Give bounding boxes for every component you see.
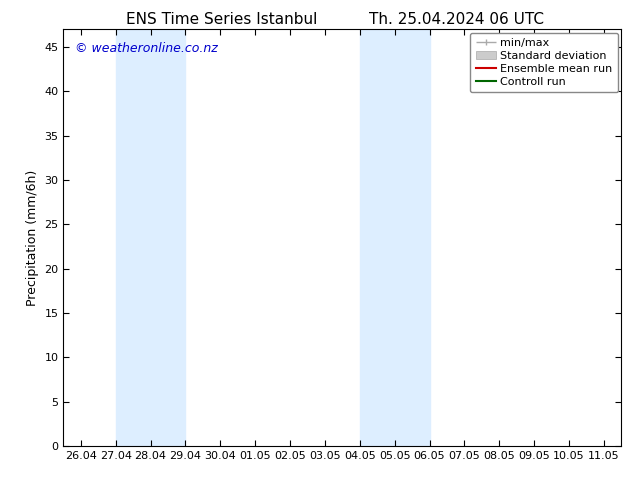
Text: Th. 25.04.2024 06 UTC: Th. 25.04.2024 06 UTC <box>369 12 544 27</box>
Bar <box>359 29 429 446</box>
Text: © weatheronline.co.nz: © weatheronline.co.nz <box>75 42 217 55</box>
Y-axis label: Precipitation (mm/6h): Precipitation (mm/6h) <box>26 170 39 306</box>
Text: ENS Time Series Istanbul: ENS Time Series Istanbul <box>126 12 318 27</box>
Bar <box>116 29 185 446</box>
Legend: min/max, Standard deviation, Ensemble mean run, Controll run: min/max, Standard deviation, Ensemble me… <box>470 33 618 92</box>
